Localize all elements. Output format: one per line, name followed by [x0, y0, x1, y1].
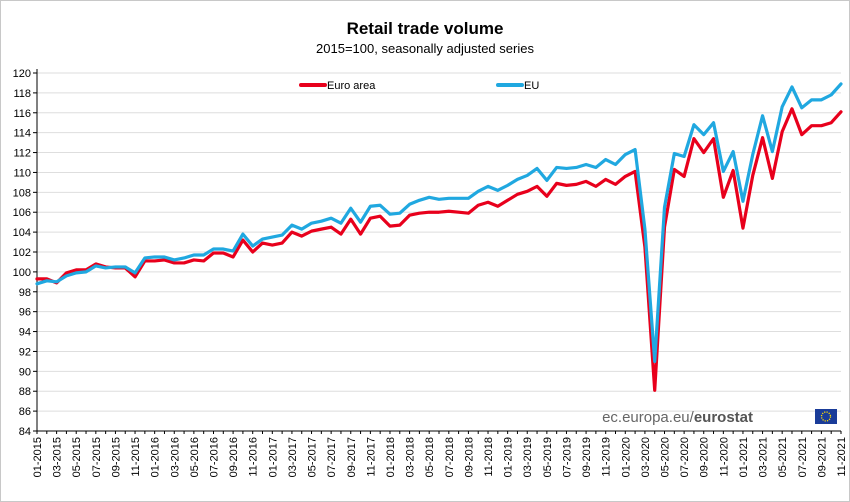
y-tick-label: 88 [19, 386, 31, 398]
y-tick-label: 102 [13, 247, 31, 259]
x-tick-label: 01-2018 [385, 437, 397, 477]
y-tick-label: 114 [13, 128, 31, 140]
x-tick-label: 03-2015 [52, 437, 64, 477]
series-lines [35, 82, 843, 392]
source-credit: ec.europa.eu/eurostat [602, 409, 837, 426]
series-line-eu [35, 82, 843, 363]
y-tick-label: 118 [13, 88, 31, 100]
x-tick-label: 09-2017 [346, 437, 358, 477]
x-tick-label: 11-2020 [718, 437, 730, 477]
x-tick-label: 03-2018 [405, 437, 417, 477]
y-tick-label: 100 [13, 267, 31, 279]
x-tick-label: 03-2017 [287, 437, 299, 477]
x-tick-label: 11-2017 [365, 437, 377, 477]
x-tick-label: 11-2019 [601, 437, 613, 477]
x-tick-label: 01-2016 [150, 437, 162, 477]
x-tick-label: 03-2021 [758, 437, 770, 477]
x-tick-label: 09-2021 [816, 437, 828, 477]
x-tick-label: 09-2020 [699, 437, 711, 477]
y-tick-label: 96 [19, 307, 31, 319]
source-brand: eurostat [694, 409, 753, 426]
legend: Euro area EU [299, 80, 539, 92]
x-tick-label: 07-2016 [208, 437, 220, 477]
x-tick-label: 05-2018 [424, 437, 436, 477]
x-tick-label: 01-2017 [267, 437, 279, 477]
x-tick-label: 07-2020 [679, 437, 691, 477]
x-tick-label: 07-2017 [326, 437, 338, 477]
y-tick-label: 104 [13, 227, 31, 239]
axes [36, 69, 841, 432]
x-tick-label: 07-2021 [797, 437, 809, 477]
x-tick-label: 09-2019 [581, 437, 593, 477]
x-tick-label: 09-2018 [463, 437, 475, 477]
x-tick-label: 11-2018 [483, 437, 495, 477]
chart-title: Retail trade volume [346, 19, 504, 38]
legend-label: Euro area [327, 80, 376, 92]
y-axis-ticks: 84 86 88 90 92 94 96 98 100 102 104 106 108 110 112 114… [13, 68, 37, 438]
x-tick-label: 11-2015 [130, 437, 142, 477]
x-axis-ticks: 01-2015 03-2015 05-2015 07-2015 09-2015 11-20… [32, 431, 848, 477]
x-tick-label: 11-2016 [248, 437, 260, 477]
x-tick-label: 07-2015 [91, 437, 103, 477]
x-tick-label: 03-2016 [169, 437, 181, 477]
y-tick-label: 108 [13, 187, 31, 199]
y-tick-label: 86 [19, 406, 31, 418]
x-tick-label: 09-2016 [228, 437, 240, 477]
y-tick-label: 106 [13, 207, 31, 219]
x-tick-label: 05-2016 [189, 437, 201, 477]
y-tick-label: 112 [13, 148, 31, 160]
x-tick-label: 07-2019 [561, 437, 573, 477]
y-tick-label: 110 [13, 167, 31, 179]
y-tick-label: 92 [19, 346, 31, 358]
x-tick-label: 03-2020 [640, 437, 652, 477]
x-tick-label: 05-2017 [307, 437, 319, 477]
legend-label: EU [524, 80, 539, 92]
x-tick-label: 05-2020 [660, 437, 672, 477]
y-tick-label: 90 [19, 366, 31, 378]
x-tick-label: 07-2018 [444, 437, 456, 477]
x-tick-label: 01-2020 [620, 437, 632, 477]
eu-flag-icon [815, 409, 837, 424]
x-tick-label: 05-2015 [71, 437, 83, 477]
source-domain: ec.europa.eu/ [602, 409, 695, 426]
y-tick-label: 116 [13, 108, 31, 120]
chart-subtitle: 2015=100, seasonally adjusted series [316, 41, 534, 56]
x-tick-label: 01-2015 [32, 437, 44, 477]
x-tick-label: 01-2021 [738, 437, 750, 477]
y-tick-label: 84 [19, 426, 31, 438]
series-line-euro-area [35, 107, 843, 392]
y-tick-label: 98 [19, 287, 31, 299]
x-tick-label: 09-2015 [110, 437, 122, 477]
x-tick-label: 11-2021 [836, 437, 848, 477]
x-tick-label: 05-2021 [777, 437, 789, 477]
gridlines [37, 72, 841, 432]
svg-text:ec.europa.eu/eurostat: ec.europa.eu/eurostat [602, 409, 753, 426]
y-tick-label: 94 [19, 327, 31, 339]
y-tick-label: 120 [13, 68, 31, 80]
x-tick-label: 05-2019 [542, 437, 554, 477]
x-tick-label: 03-2019 [522, 437, 534, 477]
x-tick-label: 01-2019 [503, 437, 515, 477]
